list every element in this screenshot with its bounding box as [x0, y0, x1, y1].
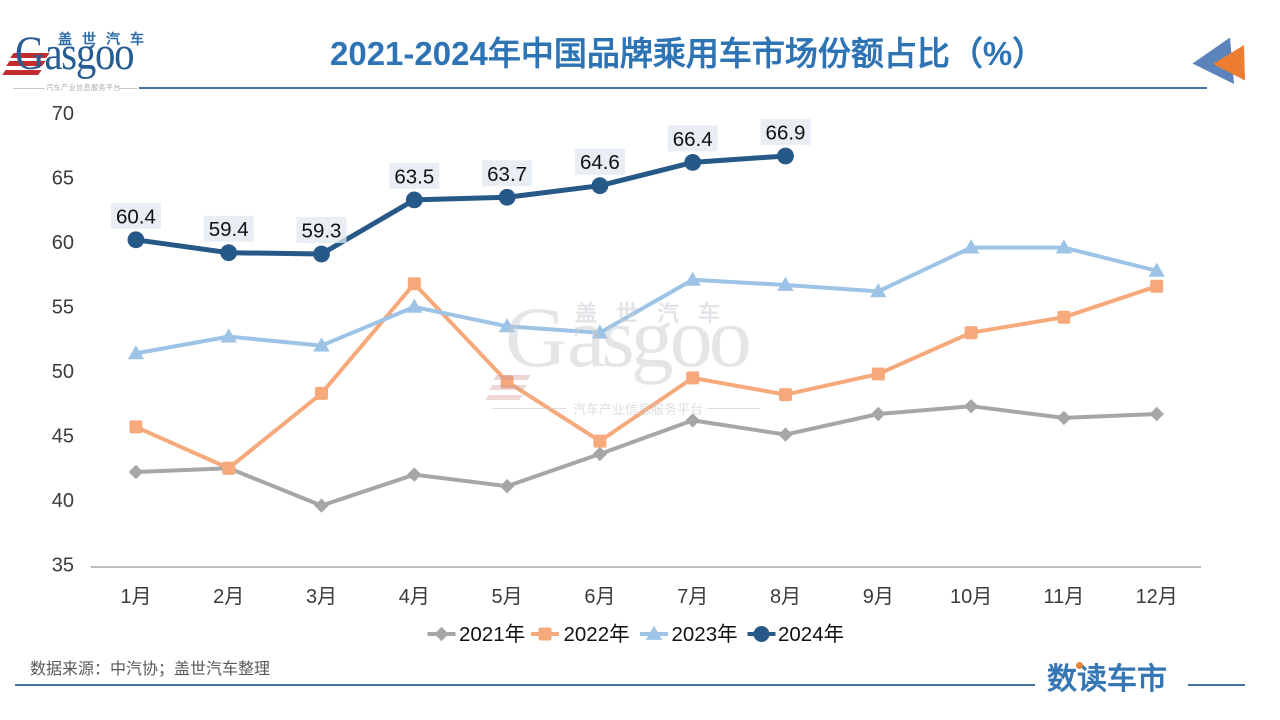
svg-text:1月: 1月 — [120, 586, 151, 608]
svg-text:10月: 10月 — [950, 586, 992, 608]
svg-text:59.4: 59.4 — [209, 218, 249, 241]
svg-text:40: 40 — [52, 490, 74, 512]
svg-text:60.4: 60.4 — [116, 205, 156, 228]
svg-text:4月: 4月 — [399, 586, 430, 608]
svg-text:63.5: 63.5 — [394, 165, 434, 188]
svg-text:11月: 11月 — [1044, 586, 1085, 608]
svg-text:60: 60 — [52, 232, 74, 254]
svg-text:2021年: 2021年 — [459, 623, 525, 646]
svg-text:70: 70 — [52, 103, 74, 125]
svg-text:5月: 5月 — [492, 586, 523, 608]
svg-text:66.4: 66.4 — [673, 128, 713, 151]
svg-text:9月: 9月 — [863, 586, 894, 608]
svg-text:8月: 8月 — [770, 586, 801, 608]
svg-text:65: 65 — [52, 168, 74, 190]
svg-text:7月: 7月 — [677, 586, 708, 608]
svg-text:63.7: 63.7 — [487, 163, 527, 186]
svg-text:6月: 6月 — [584, 586, 615, 608]
svg-text:2024年: 2024年 — [778, 623, 844, 646]
svg-text:3月: 3月 — [306, 586, 337, 608]
svg-text:59.3: 59.3 — [302, 220, 342, 243]
svg-text:55: 55 — [52, 297, 74, 319]
svg-text:64.6: 64.6 — [580, 151, 620, 174]
svg-text:2022年: 2022年 — [564, 623, 630, 646]
svg-text:45: 45 — [52, 426, 74, 448]
svg-text:50: 50 — [52, 361, 74, 383]
svg-text:66.9: 66.9 — [766, 122, 806, 145]
svg-text:2月: 2月 — [213, 586, 244, 608]
svg-text:35: 35 — [52, 555, 74, 577]
svg-text:12月: 12月 — [1136, 586, 1178, 608]
svg-text:2023年: 2023年 — [672, 623, 738, 646]
